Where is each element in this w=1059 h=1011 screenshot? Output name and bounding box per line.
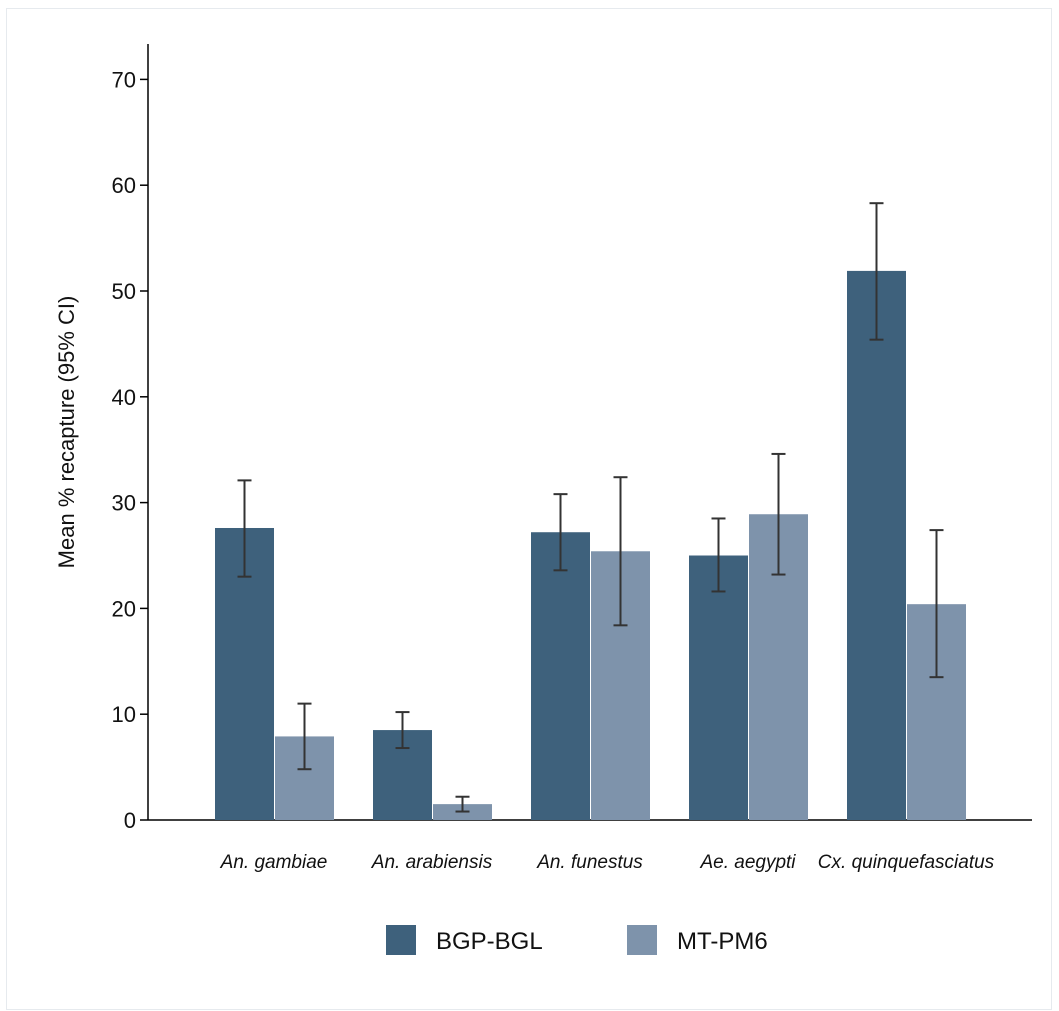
y-tick-label: 30 [112, 491, 136, 516]
error-bars [237, 202, 944, 813]
y-tick-label: 0 [124, 808, 136, 833]
chart-frame [6, 8, 1052, 1010]
y-tick-label: 60 [112, 173, 136, 198]
category-label-1: An. gambiae [220, 852, 328, 873]
category-label-4: Ae. aegypti [699, 852, 796, 873]
category-label-5: Cx. quinquefasciatus [818, 852, 995, 873]
y-tick-label: 40 [112, 385, 136, 410]
y-tick-label: 50 [112, 279, 136, 304]
bar-bgp-bgl-5 [847, 270, 906, 820]
legend-label-mt-pm6: MT-PM6 [677, 928, 768, 955]
legend-label-bgp-bgl: BGP-BGL [436, 928, 543, 955]
y-tick-label: 70 [112, 67, 136, 92]
category-labels: An. gambiae An. arabiensis An. funestus Ae.… [220, 852, 995, 873]
bar-bgp-bgl-3 [531, 532, 590, 820]
y-axis-title: Mean % recapture (95% CI) [54, 296, 79, 569]
y-axis: 0 10 20 30 40 50 60 70 [112, 44, 149, 833]
y-tick-label: 10 [112, 702, 136, 727]
legend: BGP-BGL MT-PM6 [386, 925, 768, 955]
bars [215, 270, 966, 820]
bar-bgp-bgl-4 [689, 555, 748, 820]
category-label-3: An. funestus [536, 852, 643, 873]
legend-swatch-mt-pm6 [627, 925, 657, 955]
category-label-2: An. arabiensis [371, 852, 493, 873]
legend-swatch-bgp-bgl [386, 925, 416, 955]
y-tick-label: 20 [112, 596, 136, 621]
